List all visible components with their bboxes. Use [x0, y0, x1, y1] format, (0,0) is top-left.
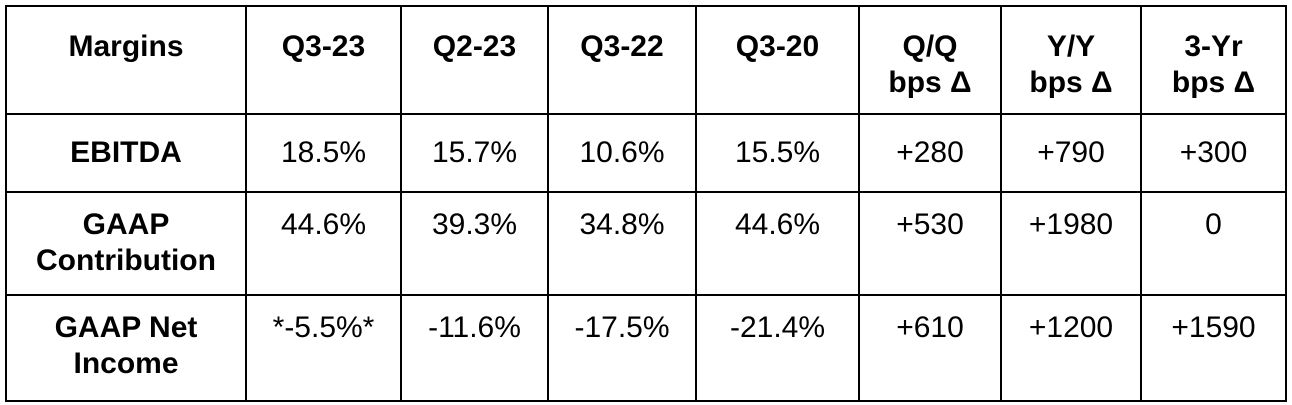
table-cell: 44.6%: [245, 191, 402, 296]
table-cell: +790: [1000, 113, 1142, 193]
table-cell: -11.6%: [400, 294, 549, 402]
table-cell: 39.3%: [400, 191, 549, 296]
header-cell: Q2-23: [400, 5, 549, 115]
table-row: GAAP Net Income *-5.5%* -11.6% -17.5% -21.4%…: [5, 294, 1287, 402]
table-cell: +1200: [1000, 294, 1142, 402]
table-cell: +280: [858, 113, 1002, 193]
row-label: GAAP Contribution: [5, 191, 247, 296]
row-label: GAAP Net Income: [5, 294, 247, 402]
table-cell: *-5.5%*: [245, 294, 402, 402]
header-cell: Q3-23: [245, 5, 402, 115]
header-cell: Q/Q bps Δ: [858, 5, 1002, 115]
margins-table: Margins Q3-23 Q2-23 Q3-22 Q3-20 Q/Q bps Δ Y/Y …: [5, 5, 1287, 402]
row-label: EBITDA: [5, 113, 247, 193]
header-row: Margins Q3-23 Q2-23 Q3-22 Q3-20 Q/Q bps Δ Y/Y …: [5, 5, 1287, 115]
header-cell: 3-Yr bps Δ: [1140, 5, 1287, 115]
table-cell: +610: [858, 294, 1002, 402]
table-body: EBITDA 18.5% 15.7% 10.6% 15.5% +280 +790 +300 GA…: [5, 113, 1287, 402]
table-cell: -17.5%: [547, 294, 697, 402]
table-cell: 34.8%: [547, 191, 697, 296]
table-cell: +300: [1140, 113, 1287, 193]
header-cell: Margins: [5, 5, 247, 115]
table-cell: +530: [858, 191, 1002, 296]
header-cell: Y/Y bps Δ: [1000, 5, 1142, 115]
table-row: GAAP Contribution 44.6% 39.3% 34.8% 44.6% +53…: [5, 191, 1287, 296]
table-cell: -21.4%: [695, 294, 860, 402]
table-cell: 44.6%: [695, 191, 860, 296]
table-cell: 15.7%: [400, 113, 549, 193]
table-cell: +1980: [1000, 191, 1142, 296]
header-cell: Q3-20: [695, 5, 860, 115]
header-cell: Q3-22: [547, 5, 697, 115]
table-row: EBITDA 18.5% 15.7% 10.6% 15.5% +280 +790 +300: [5, 113, 1287, 193]
table-cell: 18.5%: [245, 113, 402, 193]
table-cell: 10.6%: [547, 113, 697, 193]
table-cell: 0: [1140, 191, 1287, 296]
table-cell: +1590: [1140, 294, 1287, 402]
table-cell: 15.5%: [695, 113, 860, 193]
